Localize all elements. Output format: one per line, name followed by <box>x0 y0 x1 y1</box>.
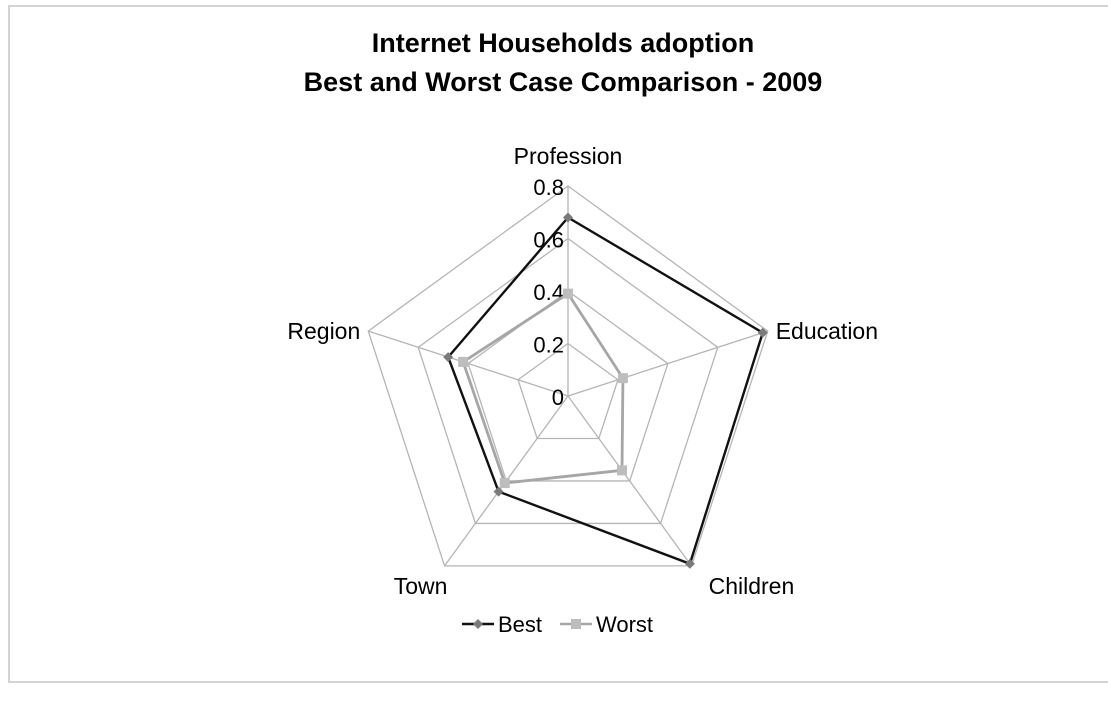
data-point <box>563 212 573 223</box>
chart-title: Internet Households adoption <box>372 28 755 58</box>
category-labels: Profession Education Children Town Region <box>287 143 878 599</box>
legend-marker <box>571 619 581 629</box>
category-label: Town <box>394 573 448 599</box>
tick-label: 0.2 <box>533 333 564 358</box>
grid-ring <box>417 237 719 525</box>
data-point <box>563 288 573 299</box>
data-point <box>617 373 628 384</box>
chart-frame <box>8 5 1108 683</box>
legend: Best Worst <box>462 612 653 637</box>
data-point <box>493 486 504 497</box>
grid-spoke <box>567 395 692 567</box>
chart-subtitle: Best and Worst Case Comparison - 2009 <box>304 67 823 97</box>
series-line <box>461 291 625 485</box>
data-point <box>443 352 454 363</box>
tick-label: 0.4 <box>533 280 564 305</box>
data-point <box>617 465 628 476</box>
tick-label: 0.8 <box>533 175 564 200</box>
data-point <box>757 327 768 338</box>
series-layer <box>443 212 768 569</box>
legend-label: Worst <box>596 612 653 637</box>
grid-spoke <box>567 330 768 397</box>
data-point <box>499 478 510 489</box>
grid-ring <box>367 185 769 567</box>
radial-tick-labels: 00.20.40.60.8 <box>533 175 564 410</box>
category-label: Region <box>287 318 360 344</box>
series-line <box>446 215 765 566</box>
tick-label: 0 <box>552 385 564 410</box>
category-label: Education <box>776 318 878 344</box>
category-label: Children <box>709 573 795 599</box>
grid-ring <box>467 290 669 482</box>
data-point <box>684 558 695 569</box>
legend-label: Best <box>498 612 542 637</box>
grid-ring <box>517 342 619 440</box>
data-point <box>458 356 469 367</box>
legend-marker <box>473 619 483 629</box>
category-label: Profession <box>514 143 623 169</box>
